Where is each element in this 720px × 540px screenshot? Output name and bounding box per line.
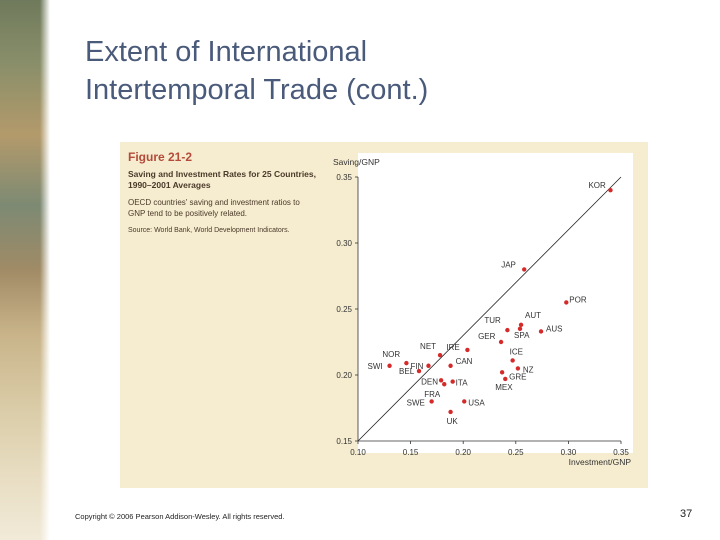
data-point-swi bbox=[387, 363, 392, 368]
slide-title-line-1: Extent of International bbox=[85, 36, 368, 68]
data-point-ire bbox=[465, 347, 470, 353]
figure-source: Source: World Bank, World Development In… bbox=[128, 227, 290, 234]
data-point-ice bbox=[510, 358, 515, 363]
data-label-bel: BEL bbox=[399, 367, 415, 376]
data-label-jap: JAP bbox=[501, 260, 516, 269]
data-label-aut: AUT bbox=[525, 311, 541, 320]
slide-title: Extent of International Intertemporal Tr… bbox=[85, 33, 685, 109]
data-point-ger bbox=[498, 339, 504, 345]
data-point-usa bbox=[462, 399, 467, 404]
data-point-ita bbox=[450, 379, 455, 384]
data-label-ire: IRE bbox=[446, 343, 459, 352]
data-point-aus bbox=[538, 329, 544, 334]
figure-label: Figure 21-2 bbox=[128, 150, 193, 164]
x-tick-label: 0.15 bbox=[403, 448, 419, 457]
data-label-ger: GER bbox=[478, 332, 496, 341]
data-label-den: DEN bbox=[421, 377, 438, 386]
y-axis-label: Saving/GNP bbox=[333, 157, 380, 167]
figure-text-block: Figure 21-2 Saving and Investment Rates … bbox=[128, 150, 318, 235]
data-label-fra: FRA bbox=[424, 390, 441, 399]
x-axis-label: Investment/GNP bbox=[569, 457, 632, 467]
data-label-nor: NOR bbox=[382, 350, 400, 359]
data-point-tur bbox=[505, 327, 510, 333]
data-label-ita: ITA bbox=[456, 379, 469, 388]
data-point-gre bbox=[499, 370, 505, 375]
data-point-bel bbox=[416, 368, 422, 374]
data-label-spa: SPA bbox=[514, 331, 530, 340]
data-point-mex bbox=[503, 376, 508, 382]
x-tick-label: 0.10 bbox=[350, 448, 366, 457]
page-number: 37 bbox=[680, 508, 693, 520]
data-point-spa bbox=[517, 326, 523, 331]
data-label-net: NET bbox=[420, 342, 436, 351]
data-point-kor bbox=[608, 188, 613, 193]
data-label-tur: TUR bbox=[484, 316, 501, 325]
y-tick-label: 0.20 bbox=[336, 371, 352, 380]
data-label-fin: FIN bbox=[410, 362, 423, 371]
data-label-can: CAN bbox=[456, 357, 473, 366]
data-point-uk bbox=[448, 409, 453, 415]
data-label-mex: MEX bbox=[495, 383, 513, 392]
y-tick-label: 0.15 bbox=[336, 437, 352, 446]
data-point-den bbox=[438, 378, 444, 383]
data-label-usa: USA bbox=[468, 398, 485, 407]
x-tick-label: 0.20 bbox=[455, 448, 471, 457]
data-point-fin bbox=[426, 363, 431, 368]
data-point-por bbox=[564, 300, 569, 305]
data-point-jap bbox=[522, 267, 527, 272]
data-label-uk: UK bbox=[447, 417, 459, 426]
data-point-fra bbox=[442, 382, 447, 387]
x-tick-label: 0.25 bbox=[508, 448, 524, 457]
data-label-kor: KOR bbox=[588, 181, 606, 190]
data-label-ice: ICE bbox=[510, 347, 523, 356]
y-tick-label: 0.25 bbox=[336, 305, 352, 314]
scatter-plot: 0.10 0.15 0.20 0.25 0.30 0.35 0.15 0.20 0.25 0.30… bbox=[333, 153, 633, 467]
x-tick-label: 0.35 bbox=[613, 448, 629, 457]
figure-title: Saving and Investment Rates for 25 Count… bbox=[128, 169, 316, 190]
data-point-nz bbox=[515, 366, 521, 371]
data-label-gre: GRE bbox=[509, 372, 526, 381]
data-label-por: POR bbox=[569, 295, 587, 304]
data-label-swe: SWE bbox=[407, 398, 425, 407]
decorative-side-strip bbox=[0, 0, 50, 540]
slide-title-line-2: Intertemporal Trade (cont.) bbox=[85, 74, 429, 106]
data-point-can bbox=[448, 363, 453, 368]
diagonal-45-degree-line bbox=[357, 176, 622, 442]
figure-caption: OECD countries' saving and investment ra… bbox=[128, 198, 300, 218]
data-point-nor bbox=[404, 360, 409, 366]
copyright-notice: Copyright © 2006 Pearson Addison-Wesley.… bbox=[75, 512, 285, 521]
data-label-nz: NZ bbox=[523, 365, 534, 374]
data-point-net bbox=[437, 353, 443, 358]
data-point-swe bbox=[429, 399, 434, 404]
x-tick-label: 0.30 bbox=[561, 448, 577, 457]
y-tick-label: 0.30 bbox=[336, 239, 352, 248]
data-label-aus: AUS bbox=[546, 324, 562, 333]
y-tick-label: 0.35 bbox=[336, 173, 352, 182]
data-point-aut bbox=[518, 322, 524, 328]
data-label-swi: SWI bbox=[368, 362, 383, 371]
